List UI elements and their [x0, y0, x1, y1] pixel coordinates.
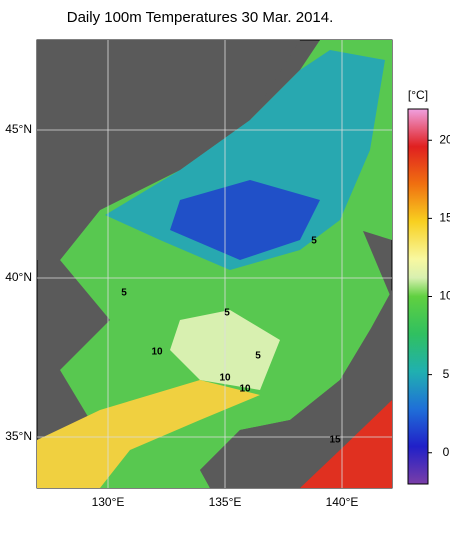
- colorbar-tick-label: 20: [439, 132, 450, 146]
- graticule: [37, 40, 392, 488]
- title: Daily 100m Temperatures 30 Mar. 2014.: [67, 9, 334, 26]
- colorbar: [°C] 0 5 10 15 20: [407, 88, 450, 485]
- map: 5 5 5 15 10 10 10 5: [36, 39, 393, 489]
- lat-label: 35°N: [5, 429, 32, 443]
- lon-label: 130°E: [92, 495, 125, 509]
- colorbar-label: [°C]: [408, 88, 428, 102]
- contour-label: 10: [219, 373, 231, 384]
- contour-label: 5: [121, 288, 127, 299]
- contour-label: 10: [239, 384, 251, 395]
- contour-label: 5: [311, 236, 317, 247]
- contour-label: 10: [151, 347, 163, 358]
- coldest-water: [170, 180, 320, 260]
- colorbar-scale: [407, 108, 429, 485]
- kuroshio: [300, 400, 392, 488]
- contour-label: 15: [329, 435, 341, 446]
- lon-label: 140°E: [326, 495, 359, 509]
- colorbar-tick-label: 10: [439, 289, 450, 303]
- lon-label: 135°E: [209, 495, 242, 509]
- contour-label: 5: [255, 351, 261, 362]
- colorbar-tick-label: 0: [443, 445, 450, 459]
- colorbar-tick-label: 15: [439, 211, 450, 225]
- lat-label: 40°N: [5, 270, 32, 284]
- lat-label: 45°N: [5, 122, 32, 136]
- colorbar-tick-label: 5: [443, 367, 450, 381]
- contour-label: 5: [224, 308, 230, 319]
- japan-land: [200, 290, 392, 488]
- continent: [37, 40, 300, 260]
- tsushima-current: [37, 380, 260, 488]
